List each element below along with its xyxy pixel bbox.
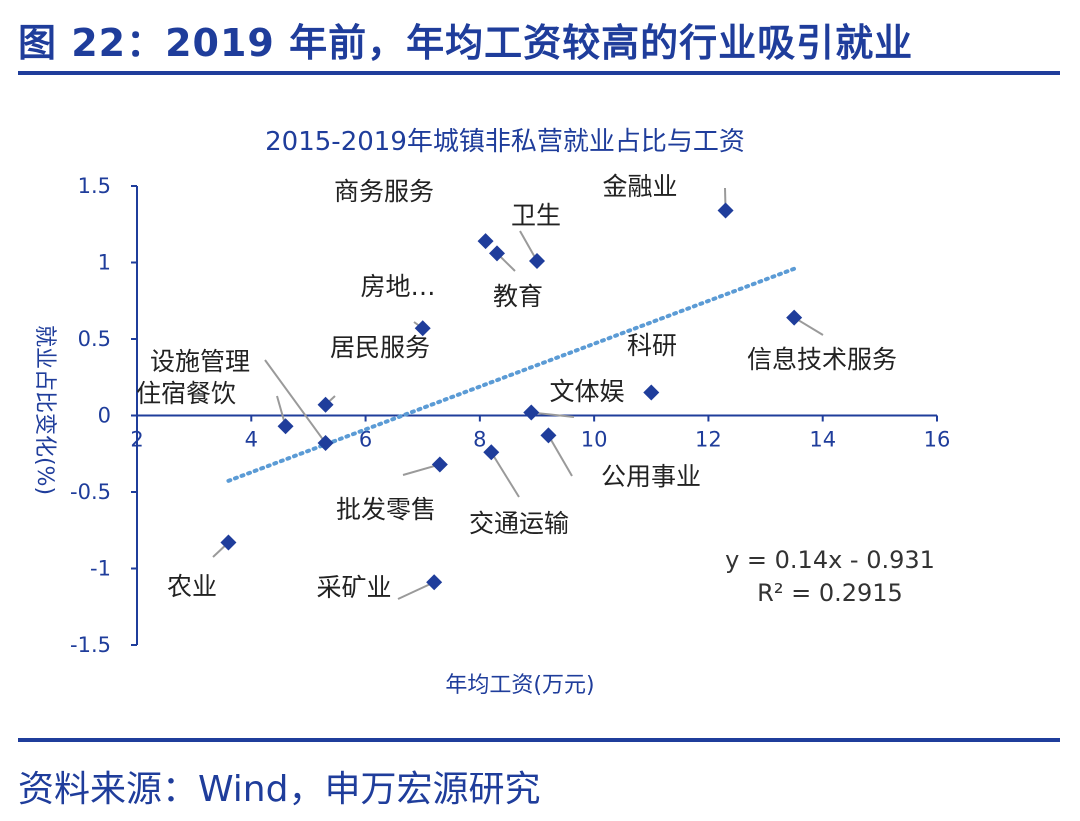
x-tick-label: 16 [924,428,951,452]
point-label: 卫生 [511,201,561,230]
y-tick-label: 0 [98,404,111,428]
trendline-equation: y = 0.14x - 0.931 [725,546,935,574]
data-point-marker [489,245,505,262]
point-label: 信息技术服务 [747,345,897,374]
point-label: 文体娱 [549,377,624,406]
axis-ticks: 2 4 6 8 10 12 14 16 1.5 1 0.5 0 -0.5 -1 -1.5 [70,174,950,657]
point-label: 房地… [360,272,435,301]
data-point-marker [477,233,494,250]
point-label: 公用事业 [601,462,701,491]
footer-divider [18,738,1060,742]
data-points [220,202,803,591]
point-label: 教育 [493,282,543,311]
point-label: 批发零售 [336,495,436,524]
y-tick-label: 1.5 [78,174,111,198]
leader-line [547,434,573,477]
x-tick-label: 10 [581,428,608,452]
data-point-marker [529,252,545,269]
scatter-chart: 2015-2019年城镇非私营就业占比与工资 2 4 6 8 10 12 14 161.510… [32,127,950,698]
data-point-marker [317,396,334,413]
point-label: 住宿餐饮 [136,379,236,408]
data-point-marker [431,456,448,473]
leader-line [264,359,327,444]
data-point-marker [786,309,803,326]
source-note: 资料来源：Wind，申万宏源研究 [18,769,541,810]
point-label: 设施管理 [150,347,250,376]
data-point-marker [643,384,660,401]
data-point-marker [523,404,540,421]
y-tick-label: 1 [98,251,111,275]
y-axis-label: 就业占比变化(%) [32,325,57,495]
leader-line [490,451,520,498]
x-tick-label: 2 [130,428,143,452]
leader-line [397,581,435,600]
data-point-marker [483,444,500,461]
point-label: 商务服务 [334,177,434,206]
data-point-marker [277,418,294,435]
data-point-marker [414,320,431,337]
point-label: 采矿业 [316,573,391,602]
page-title: 图 22：2019 年前，年均工资较高的行业吸引就业 [18,21,914,65]
header-divider [18,71,1060,75]
point-label: 金融业 [602,172,677,201]
point-label: 交通运输 [469,509,569,538]
y-tick-label: -1 [90,557,111,581]
x-axis-label: 年均工资(万元) [445,673,594,698]
point-label: 农业 [167,572,217,601]
y-tick-label: 0.5 [78,327,111,351]
data-point-marker [220,534,237,551]
chart-title: 2015-2019年城镇非私营就业占比与工资 [265,127,745,157]
x-tick-label: 4 [245,428,258,452]
y-tick-label: -1.5 [70,633,111,657]
data-point-marker [540,427,557,444]
x-tick-label: 12 [695,428,722,452]
point-label: 科研 [627,331,677,360]
x-tick-label: 8 [473,428,486,452]
data-point-marker [426,574,443,591]
data-point-marker [717,202,734,219]
x-tick-label: 6 [359,428,372,452]
point-label: 居民服务 [330,333,430,362]
x-tick-label: 14 [809,428,836,452]
data-point-marker [317,435,334,452]
trendline-r-squared: R² = 0.2915 [757,579,903,607]
y-tick-label: -0.5 [70,480,111,504]
